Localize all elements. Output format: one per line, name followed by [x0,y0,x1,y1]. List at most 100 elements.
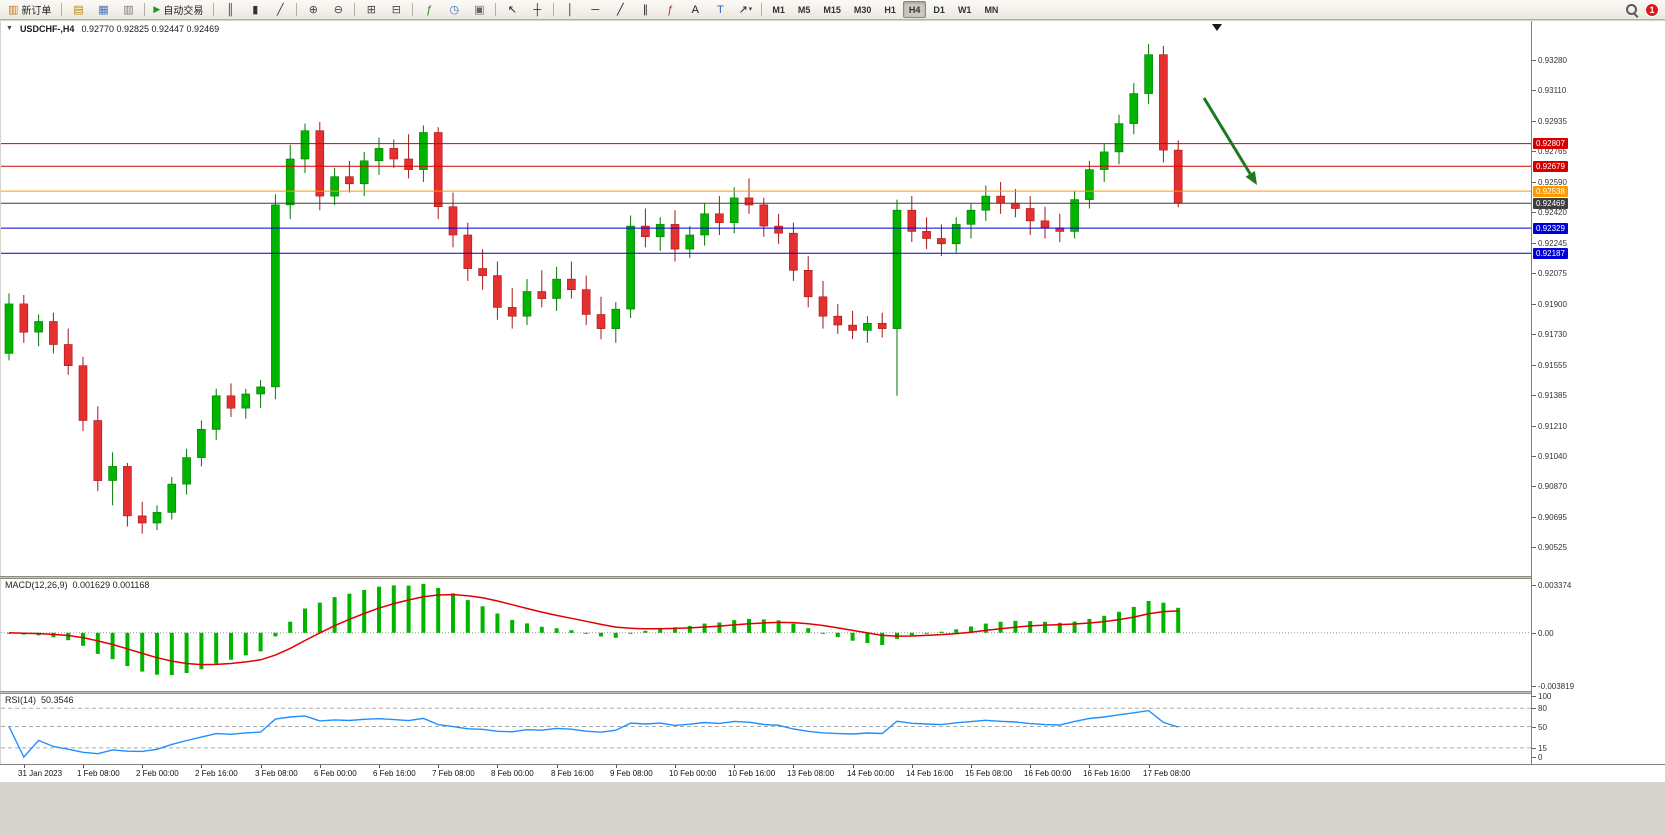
zoom-in-button[interactable]: ⊕ [301,1,325,19]
time-tick-mark [971,765,972,768]
timeframe-m15[interactable]: M15 [823,4,841,15]
timeframe-m5[interactable]: M5 [797,4,811,15]
price-tick-mark [1532,182,1536,183]
time-tick-mark [438,765,439,768]
price-axis[interactable]: 0.93280 0.93110 0.92935 0.92765 0.92590 0.924… [1531,21,1665,782]
new-order-button[interactable]: ▥ 新订单 [4,1,57,19]
crosshair-icon: ┼ [533,3,542,16]
rsi-tick-mark [1532,696,1536,697]
fibonacci-button[interactable]: ƒ [658,1,682,19]
bar-chart-button[interactable]: ║ [218,1,242,19]
notification-badge[interactable]: 1 [1645,2,1659,17]
time-tick-mark [1149,765,1150,768]
timeframe-w1[interactable]: W1 [957,4,972,15]
crosshair-button[interactable]: ┼ [525,1,549,19]
chart-symbol-period: USDCHF-,H4 [19,23,75,34]
horizontal-lines [1,143,1531,254]
charts-button[interactable]: ▤ [66,1,90,19]
timeframe-mn[interactable]: MN [984,4,999,15]
arrows-button[interactable]: ↗ ▾ [733,1,757,19]
profiles-icon: ▦ [98,3,109,16]
zoom-out-icon: ⊖ [333,3,343,16]
panel-splitter[interactable] [0,691,1665,694]
toolbar-right: 1 [1625,2,1661,17]
indicators-button[interactable]: ƒ [417,1,441,19]
rsi-tick-label: 100 [1538,692,1552,701]
rsi-tick-label: 15 [1538,744,1547,753]
toolbar: ▥ 新订单 ▤ ▦ ▥ ▶ 自动交易 ║ ▮ ╱ ⊕ ⊖ ⊞ ⊟ ƒ ◷ ▣ ↖ ┼ │ ─ ╱ ∥ ƒ A T ↗ ▾ M1 M5… [0,0,1665,20]
time-tick-mark [201,765,202,768]
trendline-button[interactable]: ╱ [608,1,632,19]
text-button[interactable]: A [683,1,707,19]
templates-button[interactable]: ▣ [467,1,491,19]
candlestick-button[interactable]: ▮ [243,1,267,19]
new-chart-button[interactable]: ⊞ [359,1,383,19]
timeframe-h4[interactable]: H4 [902,1,927,18]
equidistant-channel-icon: ∥ [642,3,649,16]
macd-tick-label: 0.003374 [1538,581,1572,590]
candlestick-series [4,44,1183,534]
new-order-icon: ▥ [8,4,19,16]
price-tick-label: 0.90870 [1538,482,1567,491]
time-tick-mark [1030,765,1031,768]
time-label: 6 Feb 16:00 [373,769,416,778]
price-tick-label: 0.90525 [1538,543,1567,552]
price-tick-mark [1532,304,1536,305]
toolbar-separator [61,3,63,16]
vertical-line-button[interactable]: │ [558,1,582,19]
horizontal-line-button[interactable]: ─ [583,1,607,19]
price-tick-label: 0.92075 [1538,269,1567,278]
time-tick-mark [616,765,617,768]
toolbar-separator [495,3,497,16]
price-tick-mark [1532,243,1536,244]
timeframe-m30[interactable]: M30 [853,4,872,15]
macd-tick-label: -0.003819 [1538,682,1575,691]
search-icon[interactable] [1625,3,1639,17]
time-label: 1 Feb 08:00 [77,769,120,778]
price-tick-mark [1532,456,1536,457]
zoom-out-button[interactable]: ⊖ [326,1,350,19]
text-label-button[interactable]: T [708,1,732,19]
horizontal-line-icon: ─ [591,3,600,16]
trend-arrow[interactable] [1202,97,1257,185]
macd-histogram [7,583,1181,675]
collapse-chart-icon[interactable]: ▼ [6,25,13,32]
rsi-svg [1,707,1531,759]
text-icon: A [691,3,699,16]
macd-panel[interactable]: MACD(12,26,9) 0.001629 0.001168 [1,579,1531,691]
main-chart[interactable] [1,36,1531,576]
periods-button[interactable]: ◷ [442,1,466,19]
chart-shift-marker-icon [1212,24,1222,31]
cursor-button[interactable]: ↖ [500,1,524,19]
time-label: 14 Feb 16:00 [906,769,954,778]
profiles-button[interactable]: ▦ [91,1,115,19]
timeframe-d1[interactable]: D1 [933,4,945,15]
rsi-value: 50.3546 [41,695,74,705]
line-chart-button[interactable]: ╱ [268,1,292,19]
timeframe-m1[interactable]: M1 [772,4,785,15]
chart-ohlc-values: 0.92770 0.92825 0.92447 0.92469 [81,23,220,34]
time-tick-mark [557,765,558,768]
equidistant-channel-button[interactable]: ∥ [633,1,657,19]
rsi-tick-mark [1532,708,1536,709]
new-chart-icon: ⊞ [366,3,376,16]
price-tick-mark [1532,121,1536,122]
time-tick-mark [734,765,735,768]
autotrade-button[interactable]: ▶ 自动交易 [149,1,209,19]
price-tick-label: 0.92420 [1538,208,1567,217]
price-tick-mark [1532,547,1536,548]
timeframe-h1[interactable]: H1 [884,4,896,15]
timeframe-bar: M1 M5 M15 M30 H1 H4 D1 W1 MN [766,1,1004,18]
terminal-button[interactable]: ▥ [116,1,140,19]
price-tick-label: 0.91555 [1538,361,1567,370]
time-label: 7 Feb 08:00 [432,769,475,778]
time-axis[interactable]: 31 Jan 2023 1 Feb 08:00 2 Feb 00:00 2 Feb 1… [0,764,1665,782]
chart-title-bar: ▼ USDCHF-,H4 0.92770 0.92825 0.92447 0.9… [1,21,1664,36]
rsi-panel[interactable]: RSI(14) 50.3546 [1,694,1531,764]
price-line-label: 0.92679 [1533,161,1568,172]
time-tick-mark [853,765,854,768]
price-line-label: 0.92187 [1533,248,1568,259]
tile-windows-button[interactable]: ⊟ [384,1,408,19]
tile-windows-icon: ⊟ [391,3,401,16]
panel-splitter[interactable] [0,576,1665,579]
